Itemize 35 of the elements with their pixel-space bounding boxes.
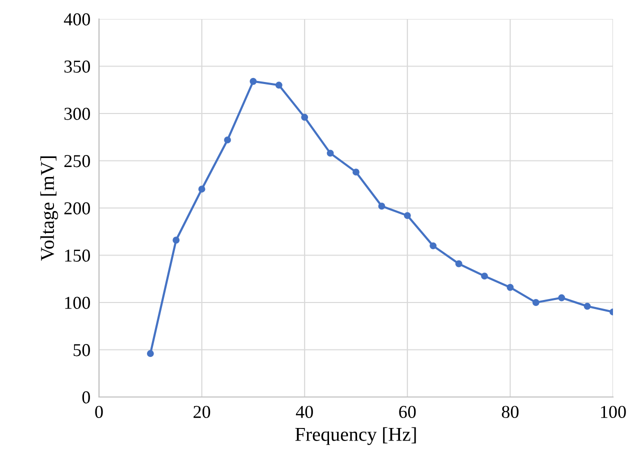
point [532,299,540,306]
point [352,168,360,176]
point [455,260,462,268]
point [326,150,334,157]
point [250,78,257,85]
y-tick-label: 100 [65,296,90,309]
point [224,136,231,144]
point [584,302,591,310]
point [301,114,308,121]
point [506,284,514,291]
y-tick-label: 350 [64,60,90,73]
x-tick-label: 40 [296,406,313,418]
point [481,272,488,280]
point [558,294,566,302]
x-axis-title: Frequency [Hz] [295,427,416,445]
y-tick-label: 300 [64,108,90,120]
y-tick-label: 0 [82,391,90,404]
y-tick-label: 150 [65,250,90,262]
point [172,236,180,244]
point [275,82,282,89]
y-tick-label: 50 [74,344,90,356]
point [378,202,386,210]
point [146,350,154,358]
point [198,186,206,193]
x-tick-label: 60 [399,406,416,418]
x-tick-label: 0 [95,406,103,418]
x-tick-label: 20 [194,406,210,418]
x-tick-label: 100 [601,406,626,418]
y-tick-label: 400 [64,13,90,26]
y-axis-title: Voltage [mV] [40,156,58,261]
point [404,212,411,220]
y-tick-label: 200 [64,202,90,214]
x-tick-label: 80 [502,406,519,418]
y-tick-label: 250 [64,155,90,168]
point [430,242,437,250]
